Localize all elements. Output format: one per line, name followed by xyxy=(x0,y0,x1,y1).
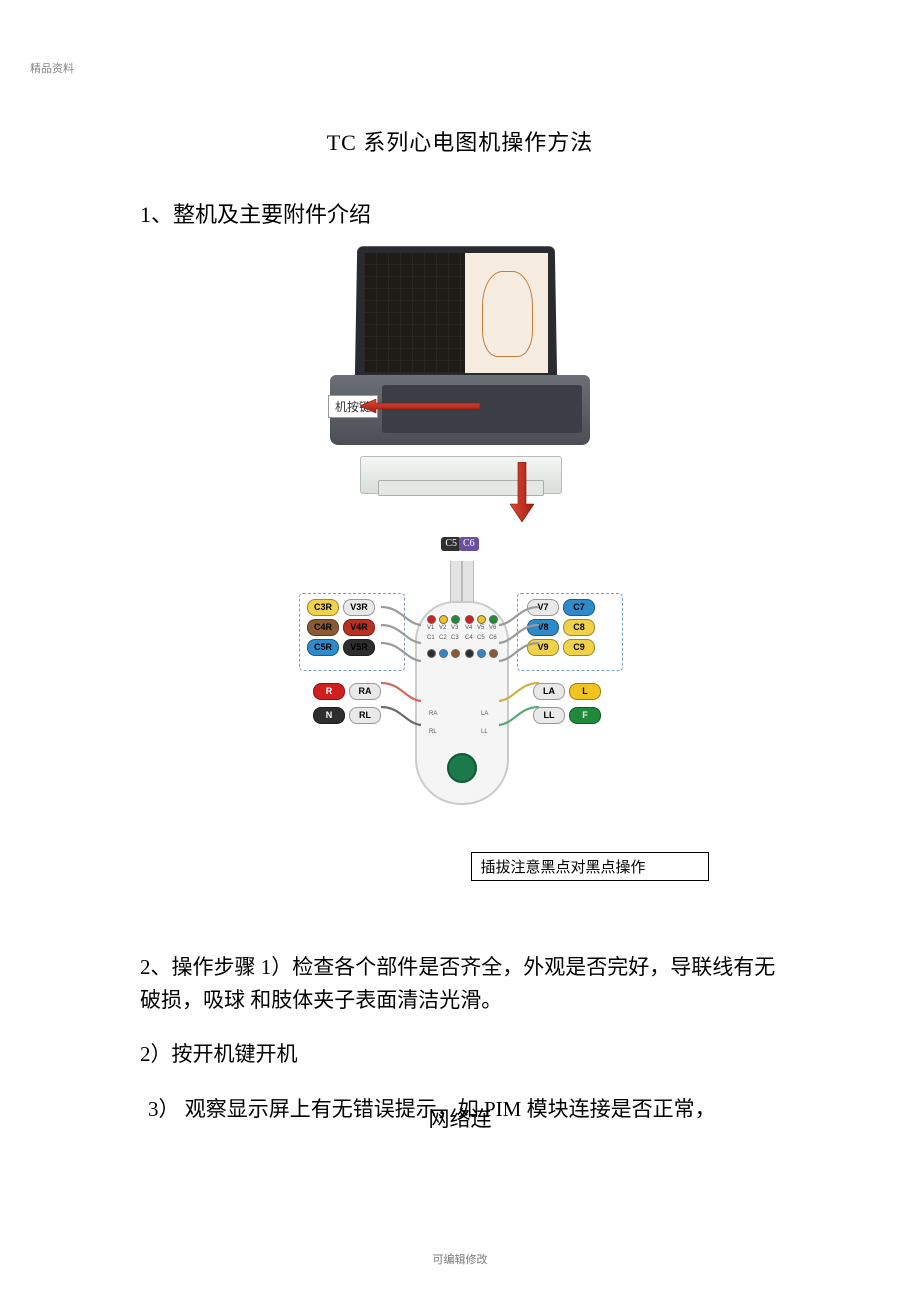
lead-port xyxy=(489,615,498,624)
paragraph-step-2: 2）按开机键开机 xyxy=(140,1038,780,1071)
mini-label: V6 xyxy=(489,625,496,631)
lead-port xyxy=(465,649,474,658)
lead-label-c9: C9 xyxy=(563,639,595,656)
section-1-heading: 1、整机及主要附件介绍 xyxy=(140,197,780,229)
lead-module-figure: C3RV3RC4RV4RC5RV5RV7C7V8C8V9C9RRANRLLALL… xyxy=(295,561,625,831)
mini-label: LA xyxy=(481,711,488,717)
mini-label: C1 xyxy=(427,635,435,641)
arrow-down-icon xyxy=(510,462,534,522)
lead-wire xyxy=(499,703,539,727)
mini-label: V2 xyxy=(439,625,446,631)
lead-port xyxy=(477,649,486,658)
arrow-left-icon xyxy=(360,399,480,413)
lead-wire xyxy=(381,679,421,703)
lead-label-l: L xyxy=(569,683,601,700)
header-watermark: 精品资料 xyxy=(30,60,74,76)
lead-label-v3r: V3R xyxy=(343,599,375,616)
lead-label-c5r: C5R xyxy=(307,639,339,656)
lead-wire xyxy=(499,639,539,663)
mini-label: C6 xyxy=(489,635,497,641)
mini-label: V4 xyxy=(465,625,472,631)
lead-wire xyxy=(499,679,539,703)
mini-label: V5 xyxy=(477,625,484,631)
lead-label-c3r: C3R xyxy=(307,599,339,616)
lead-port xyxy=(439,649,448,658)
page-footer: 可编辑修改 xyxy=(0,1251,920,1267)
mini-label: C4 xyxy=(465,635,473,641)
mini-label: RA xyxy=(429,711,437,717)
page-title: TC 系列心电图机操作方法 xyxy=(140,125,780,157)
lead-label-v5r: V5R xyxy=(343,639,375,656)
mini-label: RL xyxy=(429,729,437,735)
mini-label: C2 xyxy=(439,635,447,641)
lead-label-v4r: V4R xyxy=(343,619,375,636)
lead-port xyxy=(477,615,486,624)
lead-label-r: R xyxy=(313,683,345,700)
page-content: TC 系列心电图机操作方法 1、整机及主要附件介绍 机按键 xyxy=(140,0,780,1136)
mini-label: V3 xyxy=(451,625,458,631)
lead-label-c8: C8 xyxy=(563,619,595,636)
device-figure: 机按键 xyxy=(330,245,590,445)
mini-label: V1 xyxy=(427,625,434,631)
lead-label-ra: RA xyxy=(349,683,381,700)
figure-stack: 机按键 xyxy=(140,241,780,881)
mini-label: LL xyxy=(481,729,488,735)
body-text: 2、操作步骤 1）检查各个部件是否齐全，外观是否完好，导联线有无破损，吸球 和肢… xyxy=(140,951,780,1136)
lead-label-f: F xyxy=(569,707,601,724)
lead-port xyxy=(427,615,436,624)
figure-caption: 插拔注意黑点对黑点操作 xyxy=(471,852,708,881)
lead-port xyxy=(465,615,474,624)
lead-label-n: N xyxy=(313,707,345,724)
chip-c6: C6 xyxy=(459,537,479,551)
lead-label-c7: C7 xyxy=(563,599,595,616)
paragraph-step-1: 2、操作步骤 1）检查各个部件是否齐全，外观是否完好，导联线有无破损，吸球 和肢… xyxy=(140,951,780,1016)
lead-port xyxy=(489,649,498,658)
lead-label-c4r: C4R xyxy=(307,619,339,636)
lead-label-rl: RL xyxy=(349,707,381,724)
lead-port xyxy=(451,649,460,658)
slot-figure xyxy=(360,456,560,506)
lead-wire xyxy=(381,639,421,663)
lead-port xyxy=(451,615,460,624)
chip-row: C5C6 xyxy=(140,533,780,551)
mini-label: C3 xyxy=(451,635,459,641)
mini-label: C5 xyxy=(477,635,485,641)
lead-wire xyxy=(381,703,421,727)
lead-port xyxy=(427,649,436,658)
lead-port xyxy=(439,615,448,624)
